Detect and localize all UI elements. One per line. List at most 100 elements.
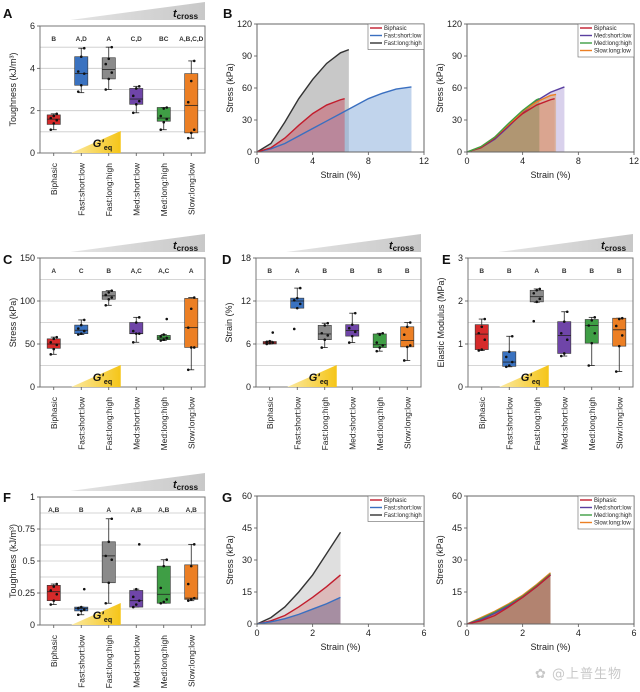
data-point [538,287,542,291]
data-point [504,365,508,369]
y-tick-label: 18 [241,253,251,263]
y-tick-label: 0 [458,382,463,392]
significance-letter: A,B [131,507,143,514]
x-tick-label: 12 [629,156,639,166]
data-point [131,94,135,98]
box-med-long-high [156,565,171,604]
data-point [79,609,83,613]
category-label: Med:short:low [347,396,357,450]
data-point [134,587,138,591]
data-point [189,346,193,349]
curve-fast-short-low [256,86,412,153]
significance-letter: A,B [48,507,60,514]
y-tick-label: 0 [30,148,35,158]
y-axis-label: Stress (kPa) [225,63,235,113]
data-point [375,349,379,353]
data-point [137,332,141,335]
data-point [110,296,114,299]
data-point [137,85,141,88]
data-point [559,331,563,335]
data-point [347,326,351,330]
significance-letter: B [350,268,355,275]
data-point [137,599,141,602]
y-tick-label: 60 [242,83,252,93]
category-label: Biphasic [49,162,59,195]
data-point [82,72,86,75]
data-point [535,288,539,292]
box-biphasic [474,324,489,350]
y-axis-label: Toughness (kJ/m³) [8,524,18,598]
area-fill-biphasic [467,574,551,624]
curve-slow-long-low [466,572,551,625]
data-point [82,608,86,611]
data-point [347,341,351,344]
data-point [326,321,330,325]
data-point [298,286,302,290]
y-tick-label: 6 [30,21,35,31]
y-tick-label: 0 [247,147,252,157]
significance-letter: A [295,268,300,275]
category-label: Med:short:low [131,634,141,688]
x-tick-label: 0 [254,628,259,638]
data-point [408,321,412,324]
data-point [165,317,169,321]
data-point [532,319,536,323]
curve-fast-long-high [256,48,350,153]
y-axis-label: Elastic Modulus (MPa) [436,277,446,367]
curve-biphasic [466,97,555,153]
x-tick-label: 8 [576,156,581,166]
data-point [510,360,514,364]
box-fast-long-high [529,289,544,303]
significance-letter: A [534,268,539,275]
legend-label: Biphasic [384,498,407,504]
significance-letter: C [79,268,84,275]
data-point [55,335,59,339]
panel-letter: A [3,6,13,21]
y-tick-label: 120 [447,19,462,29]
y-tick-label: 15 [452,587,462,597]
plot-frame [39,25,206,154]
data-point [76,333,80,336]
geq-subscript: eq [104,617,112,624]
data-point [52,122,56,125]
data-point [55,592,59,596]
data-point [353,311,357,315]
category-label: Med:long:high [159,635,169,689]
data-point [408,344,412,347]
data-point [79,332,83,335]
data-point [104,293,108,297]
data-point [189,564,193,568]
y-axis-label: Toughness (kJ/m³) [8,52,18,126]
significance-letter: B [562,268,567,275]
tcross-subscript: cross [177,12,199,21]
data-point [483,317,487,321]
data-point [165,106,169,109]
data-point [79,83,83,87]
panel-letter: F [3,490,11,505]
data-point [137,316,141,319]
data-point [159,114,163,118]
data-point [477,349,481,352]
data-point [559,354,563,358]
category-label: Fast:long:high [532,397,542,451]
data-point [323,338,327,342]
y-tick-label: 1 [30,492,35,502]
box-fast-short-low [502,351,517,367]
data-point [162,333,166,336]
data-point [134,103,138,106]
tcross-gradient-triangle [70,234,205,252]
x-tick-label: 6 [421,628,426,638]
data-point [162,564,166,568]
significance-letter: B [79,507,84,514]
panel-letter: E [442,252,451,267]
box-slow-long-low [400,326,415,348]
y-tick-label: 12 [241,296,251,306]
legend-box [577,495,635,530]
data-point [110,289,114,292]
box-fast-short-low [74,56,89,86]
data-point [378,333,382,336]
x-tick-label: 4 [576,628,581,638]
data-point [79,55,83,58]
data-point [477,331,481,335]
